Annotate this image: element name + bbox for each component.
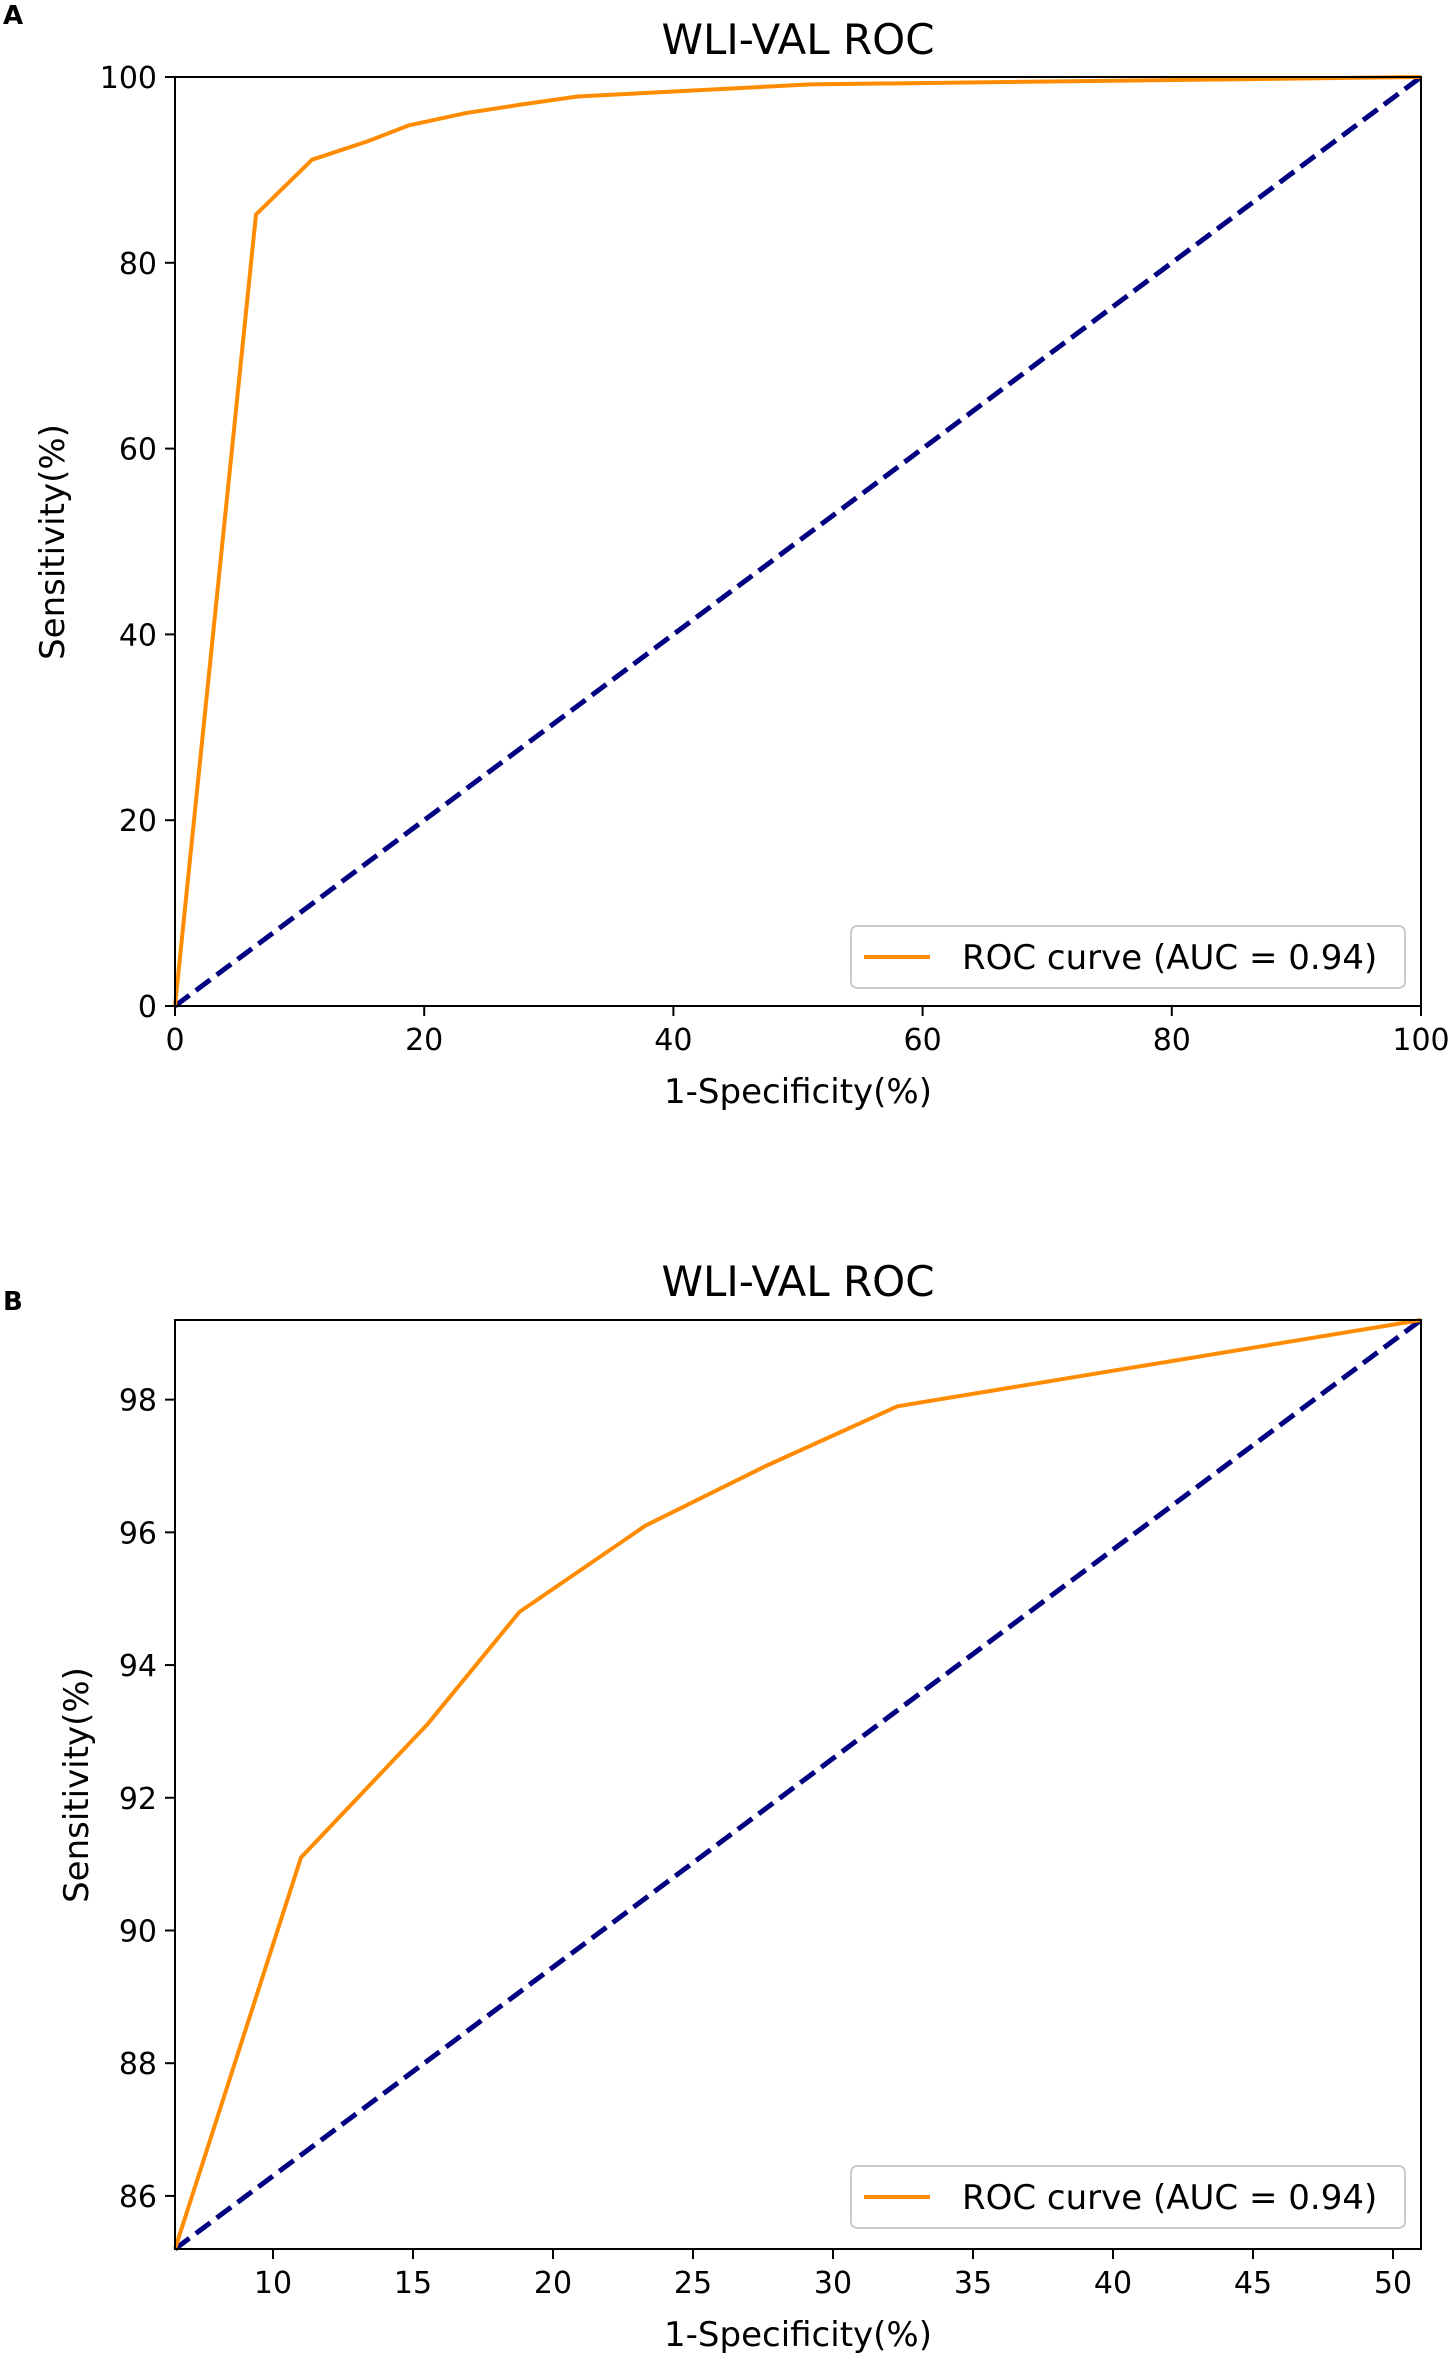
panel-a-label: A: [3, 1, 23, 31]
panel-b-y-tick-label: 94: [119, 1649, 157, 1684]
panel-b-x-tick-label: 50: [1374, 2266, 1412, 2301]
panel-a-y-axis-label: Sensitivity(%): [33, 424, 73, 660]
panel-b-legend: ROC curve (AUC = 0.94): [850, 2165, 1406, 2229]
panel-a-y-tick-label: 60: [119, 433, 157, 468]
panel-b-y-tick-label: 98: [119, 1384, 157, 1419]
panel-b-roc-curve-line: [173, 1318, 1422, 2250]
panel-a-plot-frame: [174, 76, 1422, 1007]
panel-a-x-tick-label: 100: [1392, 1023, 1449, 1058]
panel-a-y-tick-label: 40: [119, 618, 157, 653]
panel-a-y-tick-label: 80: [119, 247, 157, 282]
panel-a-x-tick-label: 80: [1153, 1023, 1191, 1058]
panel-b-x-tick-label: 40: [1094, 2266, 1132, 2301]
panel-a-chance-line: [173, 74, 1423, 1009]
panel-a-x-tick-label: 0: [165, 1023, 184, 1058]
panel-a-roc-curve-line: [173, 75, 1422, 1007]
panel-b-x-axis-label: 1-Specificity(%): [664, 2315, 932, 2355]
panel-b-x-tick-label: 15: [394, 2266, 432, 2301]
panel-a: A WLI-VAL ROC 0 20 40 60 80 100 0 20 40 60 80 100 1…: [3, 1, 1450, 1112]
panel-b-legend-box: [850, 2165, 1406, 2229]
panel-b-x-tick-label: 35: [954, 2266, 992, 2301]
panel-b-y-tick-label: 96: [119, 1516, 157, 1551]
panel-b-chance-line: [173, 1317, 1423, 2252]
panel-a-y-tick-label: 20: [119, 804, 157, 839]
panel-b-legend-entry: ROC curve (AUC = 0.94): [962, 2178, 1377, 2218]
panel-a-x-tick-label: 60: [904, 1023, 942, 1058]
panel-b-y-axis-label: Sensitivity(%): [57, 1667, 97, 1903]
panel-a-x-axis-label: 1-Specificity(%): [664, 1072, 932, 1112]
panel-a-y-tick-label: 0: [138, 990, 157, 1025]
panel-b-title: WLI-VAL ROC: [661, 1257, 934, 1306]
panel-b-x-tick-label: 25: [674, 2266, 712, 2301]
panel-b-plot-frame: [174, 1319, 1422, 2250]
panel-b-x-tick-label: 30: [814, 2266, 852, 2301]
panel-a-title: WLI-VAL ROC: [661, 15, 934, 64]
panel-b-y-tick-label: 88: [119, 2047, 157, 2082]
panel-a-x-tick-label: 20: [405, 1023, 443, 1058]
panel-b-y-tick-label: 90: [119, 1914, 157, 1949]
panel-b-y-tick-label: 86: [119, 2180, 157, 2215]
panel-a-y-tick-label: 100: [100, 61, 157, 96]
panel-a-x-tick-label: 40: [654, 1023, 692, 1058]
panel-b-y-tick-label: 92: [119, 1782, 157, 1817]
panel-b: B WLI-VAL ROC 10 15 20 25 30 35 40 45 50 86 88 90 92…: [3, 1257, 1423, 2355]
panel-b-x-tick-label: 45: [1234, 2266, 1272, 2301]
panel-b-label: B: [3, 1287, 23, 1317]
panel-a-legend: ROC curve (AUC = 0.94): [850, 925, 1406, 989]
panel-b-x-tick-label: 10: [254, 2266, 292, 2301]
panel-a-legend-box: [850, 925, 1406, 989]
panel-a-legend-entry: ROC curve (AUC = 0.94): [962, 938, 1377, 978]
panel-b-x-tick-label: 20: [534, 2266, 572, 2301]
